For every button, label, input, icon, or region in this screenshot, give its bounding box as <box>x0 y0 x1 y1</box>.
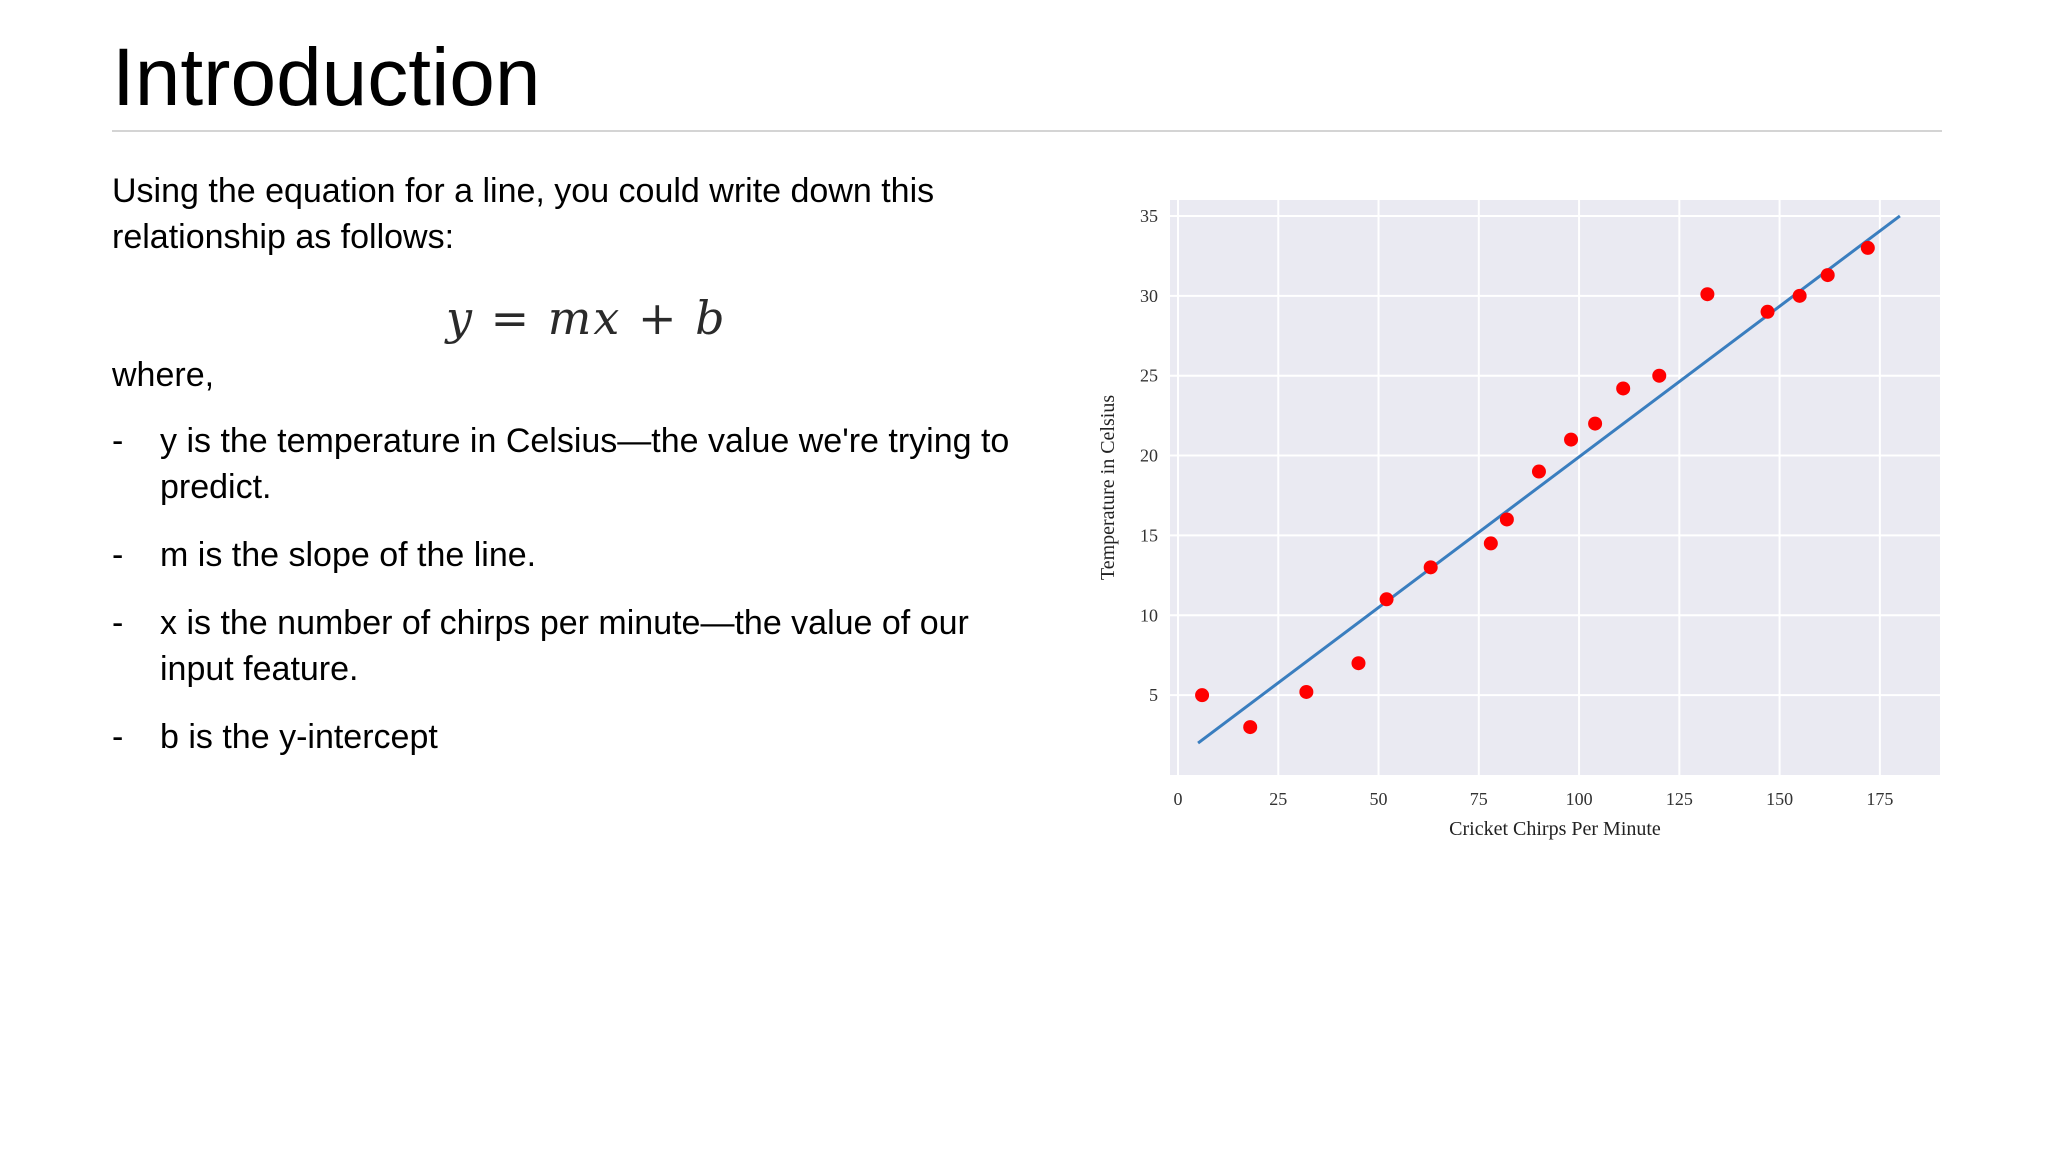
x-tick-label: 175 <box>1866 789 1893 809</box>
bullet-dash: - <box>112 718 124 756</box>
y-axis-label: Temperature in Celsius <box>1097 395 1119 580</box>
bullet-dash: - <box>112 422 124 460</box>
where-label: where, <box>112 356 215 394</box>
data-point <box>1379 592 1394 607</box>
definition-item-m: - m is the slope of the line. <box>112 532 1042 578</box>
y-tick-label: 25 <box>1140 366 1158 386</box>
bullet-dash: - <box>112 536 124 574</box>
scatter-chart: 0 25 50 75 100 125 150 175 5 10 15 20 25 30 35 Cricket … <box>1097 200 1940 840</box>
data-point <box>1499 512 1514 527</box>
line-equation: y = mx + b <box>446 291 727 345</box>
x-tick-label: 25 <box>1269 789 1287 809</box>
y-tick-label: 10 <box>1140 605 1158 625</box>
data-point <box>1243 720 1258 735</box>
plot-background <box>1170 200 1940 775</box>
x-tick-label: 150 <box>1766 789 1793 809</box>
y-tick-label: 15 <box>1140 525 1158 545</box>
definition-text: x is the number of chirps per minute—the… <box>160 604 969 688</box>
x-tick-label: 125 <box>1666 789 1693 809</box>
definition-item-b: - b is the y-intercept <box>112 714 1042 760</box>
data-point <box>1588 416 1603 431</box>
data-point <box>1820 268 1835 283</box>
definition-list: - y is the temperature in Celsius—the va… <box>112 418 1042 782</box>
y-tick-label: 35 <box>1140 206 1158 226</box>
fit-line <box>1197 214 1901 745</box>
y-tick-label: 20 <box>1140 446 1158 466</box>
x-tick-label: 50 <box>1370 789 1388 809</box>
x-axis-label: Cricket Chirps Per Minute <box>1449 818 1661 840</box>
data-point <box>1652 368 1667 383</box>
slide-title: Introduction <box>112 32 541 123</box>
data-point <box>1483 536 1498 551</box>
data-point <box>1423 560 1438 575</box>
data-point <box>1195 688 1210 703</box>
data-point <box>1531 464 1546 479</box>
definition-text: y is the temperature in Celsius—the valu… <box>160 422 1010 506</box>
data-point <box>1351 656 1366 671</box>
data-point <box>1299 684 1314 699</box>
data-point <box>1760 304 1775 319</box>
title-divider <box>112 130 1942 132</box>
data-point <box>1616 381 1631 396</box>
data-point <box>1564 432 1579 447</box>
data-point <box>1700 287 1715 302</box>
definition-item-x: - x is the number of chirps per minute—t… <box>112 600 1042 692</box>
definition-text: m is the slope of the line. <box>160 536 537 574</box>
data-point <box>1860 240 1875 255</box>
data-point <box>1792 288 1807 303</box>
bullet-dash: - <box>112 604 124 642</box>
definition-text: b is the y-intercept <box>160 718 438 756</box>
y-tick-label: 30 <box>1140 286 1158 306</box>
x-tick-label: 100 <box>1566 789 1593 809</box>
y-tick-label: 5 <box>1149 685 1158 705</box>
intro-text: Using the equation for a line, you could… <box>112 172 935 256</box>
x-tick-label: 0 <box>1174 789 1183 809</box>
definition-item-y: - y is the temperature in Celsius—the va… <box>112 418 1042 510</box>
x-tick-label: 75 <box>1470 789 1488 809</box>
